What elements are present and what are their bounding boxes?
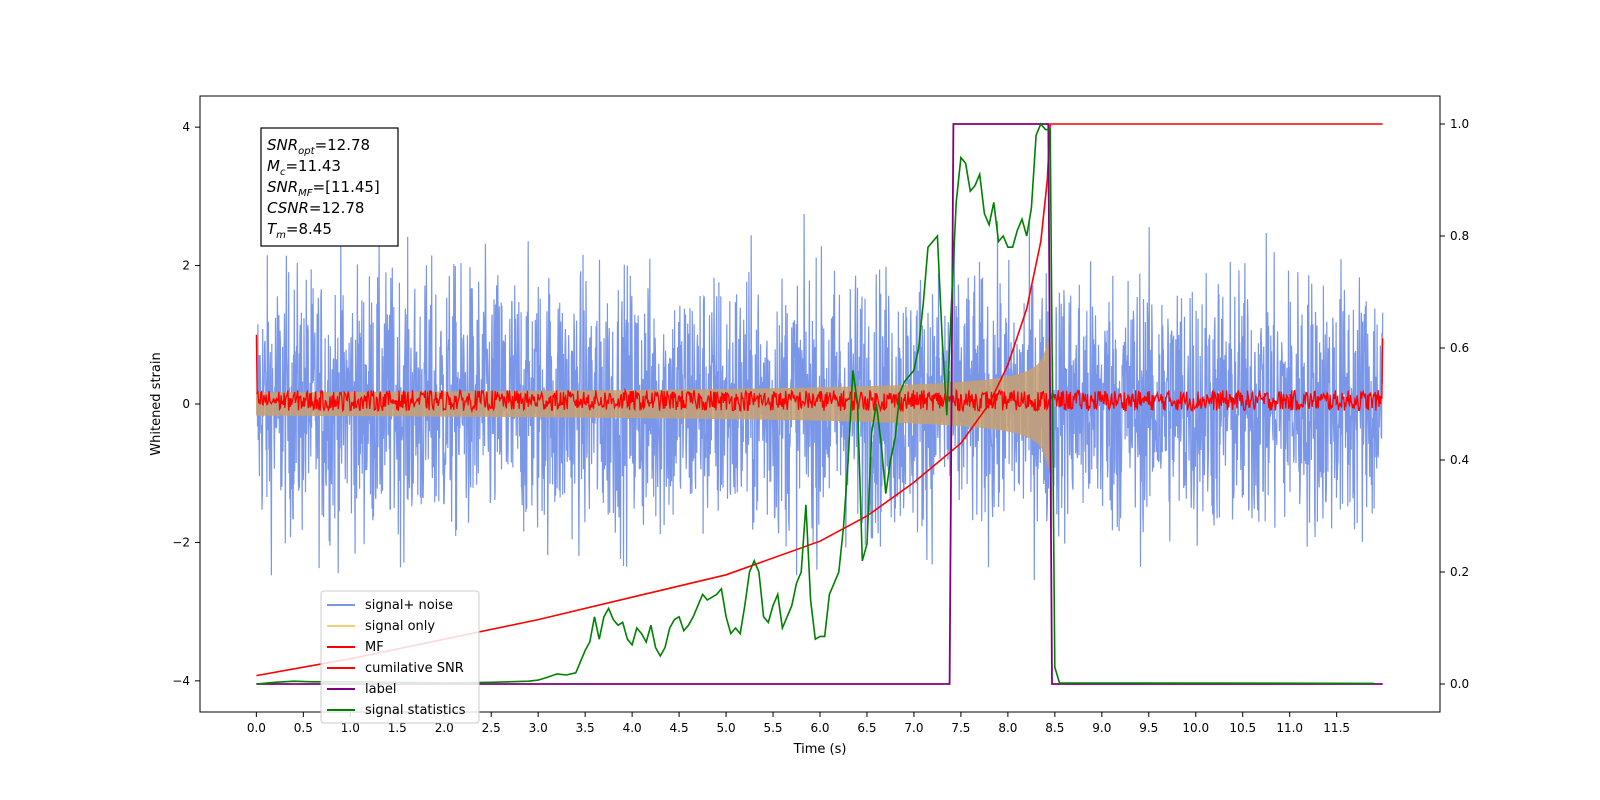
legend-entry-mf: MF (327, 640, 384, 655)
x-tick-label: 5.5 (763, 721, 782, 735)
annotation-mc: Mc=11.43 (267, 157, 341, 178)
y-right-tick-label: 0.4 (1450, 453, 1469, 467)
legend-entry-signal-statistics: signal statistics (327, 703, 466, 718)
legend-label: MF (365, 640, 384, 655)
x-tick-label: 4.5 (670, 721, 689, 735)
x-tick-label: 0.0 (247, 721, 266, 735)
legend-entry-label: label (327, 682, 396, 697)
annotation-snr-mf: SNRMF=[11.45] (267, 178, 380, 199)
x-tick-label: 7.5 (951, 721, 970, 735)
x-tick-label: 3.5 (576, 721, 595, 735)
y-axis-right-ticks: 0.0 0.2 0.4 0.6 0.8 1.0 (1440, 117, 1469, 691)
y-left-tick-label: −2 (172, 535, 190, 549)
x-tick-label: 0.5 (294, 721, 313, 735)
annotation-snr-opt: SNRopt=12.78 (267, 136, 370, 157)
x-tick-label: 11.5 (1323, 721, 1350, 735)
y-left-tick-label: 4 (182, 120, 190, 134)
legend-label: signal+ noise (365, 598, 453, 613)
x-tick-label: 6.0 (810, 721, 829, 735)
y-right-tick-label: 0.0 (1450, 677, 1469, 691)
legend-entry-signal-noise: signal+ noise (327, 598, 453, 613)
annotation-csnr: CSNR=12.78 (267, 199, 364, 217)
x-tick-label: 10.0 (1182, 721, 1209, 735)
x-tick-label: 1.5 (388, 721, 407, 735)
signal-statistics-series (256, 122, 1375, 685)
x-tick-label: 2.5 (482, 721, 501, 735)
x-tick-label: 9.5 (1139, 721, 1158, 735)
x-tick-label: 1.0 (341, 721, 360, 735)
label-series (256, 123, 1383, 685)
x-tick-label: 6.5 (857, 721, 876, 735)
legend-entry-signal-only: signal only (327, 619, 435, 634)
legend-label: signal statistics (365, 703, 466, 718)
y-left-tick-label: 0 (182, 397, 190, 411)
x-axis-label: Time (s) (793, 742, 847, 757)
signal-noise-series (255, 213, 1384, 581)
x-tick-label: 9.0 (1092, 721, 1111, 735)
legend-entry-cumulative-snr: cumilative SNR (327, 661, 464, 676)
y-right-tick-label: 0.2 (1450, 565, 1469, 579)
y-left-tick-label: −4 (172, 674, 190, 688)
x-tick-label: 11.0 (1276, 721, 1303, 735)
x-tick-label: 3.0 (529, 721, 548, 735)
y-right-tick-label: 1.0 (1450, 117, 1469, 131)
mf-series (255, 334, 1384, 414)
annotation-tm: Tm=8.45 (267, 220, 332, 241)
y-right-tick-label: 0.6 (1450, 341, 1469, 355)
annotation-box: SNRopt=12.78 Mc=11.43 SNRMF=[11.45] CSNR… (260, 127, 399, 247)
y-axis-left-ticks: −4 −2 0 2 4 (172, 120, 200, 688)
x-tick-label: 7.0 (904, 721, 923, 735)
legend-label: cumilative SNR (365, 661, 464, 676)
legend: signal+ noise signal only MF cumilative … (320, 590, 480, 724)
x-tick-label: 2.0 (435, 721, 454, 735)
legend-label: signal only (365, 619, 435, 634)
x-axis-ticks: 0.0 0.5 1.0 1.5 2.0 2.5 3.0 3.5 4.0 4.5 5.0 5.5 6.0 6… (247, 712, 1350, 735)
y-left-tick-label: 2 (182, 259, 190, 273)
y-right-tick-label: 0.8 (1450, 229, 1469, 243)
legend-label: label (365, 682, 396, 697)
y-axis-label: Whitened strain (149, 352, 164, 455)
x-tick-label: 10.5 (1229, 721, 1256, 735)
x-tick-label: 8.0 (998, 721, 1017, 735)
x-tick-label: 5.0 (717, 721, 736, 735)
x-tick-label: 8.5 (1045, 721, 1064, 735)
x-tick-label: 4.0 (623, 721, 642, 735)
